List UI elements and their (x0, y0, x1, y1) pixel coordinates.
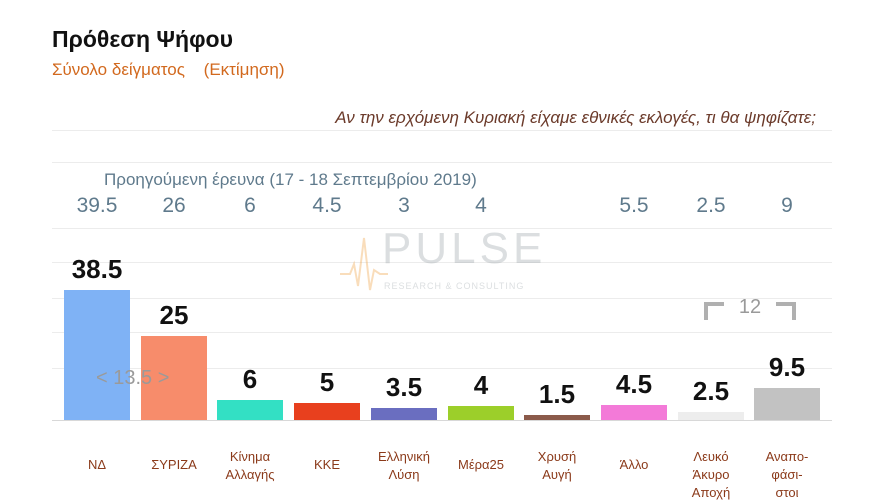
logo-word: PULSE (382, 224, 547, 273)
chart-title: Πρόθεση Ψήφου (52, 26, 233, 52)
bar-value-label: 3.5 (385, 372, 423, 402)
bar-value-label: 6 (242, 364, 258, 394)
bar-value-label: 4.5 (615, 369, 653, 399)
bar (524, 415, 590, 420)
subtitle-main: Σύνολο δείγματος (52, 60, 185, 79)
bar (678, 412, 744, 420)
previous-value: 5.5 (619, 194, 649, 217)
category-label-line: Ελληνική (377, 449, 431, 464)
bar-value-label: 4 (473, 370, 489, 400)
category-label: Αναπο-φάσι-στοι (747, 448, 827, 502)
bar (448, 406, 514, 420)
category-label: Μέρα25 (441, 456, 521, 474)
category-label-line: Αποχή (691, 485, 731, 500)
category-label-line: Αυγή (542, 467, 572, 482)
previous-survey-label: Προηγούμενη έρευνα (17 - 18 Σεπτεμβρίου … (104, 170, 477, 189)
category-label: Άλλο (594, 456, 674, 474)
category-label-line: Αλλαγής (225, 467, 275, 482)
category-label-line: φάσι- (771, 467, 803, 482)
category-label: Ελληνική Λύση (364, 448, 444, 484)
bar (754, 388, 820, 420)
category-label-line: στοι (775, 485, 799, 500)
grid-line (52, 262, 832, 263)
category-label-line: Λύση (388, 467, 420, 482)
category-label-line: Κίνημα (229, 449, 271, 464)
bar-value-label: 9.5 (768, 352, 806, 382)
subtitle-note: (Εκτίμηση) (203, 60, 285, 79)
survey-question: Αν την ερχόμενη Κυριακή είχαμε εθνικές ε… (335, 108, 816, 127)
gap-annotation: < 13.5 > (96, 367, 170, 389)
bar (294, 403, 360, 420)
grid-line (52, 368, 832, 369)
category-label-line: Αναπο- (765, 449, 809, 464)
bar-value-label: 1.5 (538, 379, 576, 409)
category-label-line: ΝΔ (87, 457, 107, 472)
category-label: Λευκό Άκυρο Αποχή (671, 448, 751, 502)
bar (64, 290, 130, 420)
previous-value: 6 (244, 194, 256, 217)
grid-line (52, 228, 832, 229)
pulse-wave-icon (340, 237, 388, 291)
category-label-line: Άκυρο (692, 467, 730, 482)
category-label-line: Χρυσή (537, 449, 577, 464)
bar-value-label: 25 (159, 300, 189, 330)
bar (141, 336, 207, 420)
previous-value: 4.5 (312, 194, 342, 217)
category-label: Κίνημα Αλλαγής (210, 448, 290, 484)
bar-value-label: 2.5 (692, 376, 730, 406)
previous-value: 26 (162, 194, 186, 217)
category-label: ΚΚΕ (287, 456, 367, 474)
bracket-label: 12 (738, 296, 762, 318)
category-label: Χρυσή Αυγή (517, 448, 597, 484)
bar (217, 400, 283, 420)
grid-line (52, 298, 832, 299)
pulse-logo: PULSE RESEARCH & CONSULTING (340, 224, 560, 294)
grid-line (52, 332, 832, 333)
previous-value: 4 (475, 194, 487, 217)
category-label-line: ΚΚΕ (313, 457, 340, 472)
bracket-shape (704, 302, 796, 320)
bar-value-label: 5 (319, 367, 335, 397)
bracket-annotation: 12 (704, 296, 796, 322)
previous-value: 9 (781, 194, 793, 217)
chart-baseline (52, 420, 832, 421)
category-label-line: Μέρα25 (458, 457, 504, 472)
chart-subtitle: Σύνολο δείγματος (Εκτίμηση) (52, 60, 285, 80)
previous-value: 2.5 (696, 194, 726, 217)
category-label-line: ΣΥΡΙΖΑ (151, 457, 197, 472)
category-label-line: Άλλο (619, 457, 649, 472)
grid-line (52, 130, 832, 131)
category-label: ΣΥΡΙΖΑ (134, 456, 214, 474)
previous-value: 3 (398, 194, 410, 217)
previous-value: 39.5 (76, 194, 118, 217)
category-label-line: Λευκό (693, 449, 729, 464)
grid-line (52, 162, 832, 163)
bar (371, 408, 437, 420)
logo-tagline: RESEARCH & CONSULTING (384, 281, 525, 291)
bar (601, 405, 667, 420)
category-label: ΝΔ (57, 456, 137, 474)
bar-value-label: 38.5 (71, 254, 123, 284)
